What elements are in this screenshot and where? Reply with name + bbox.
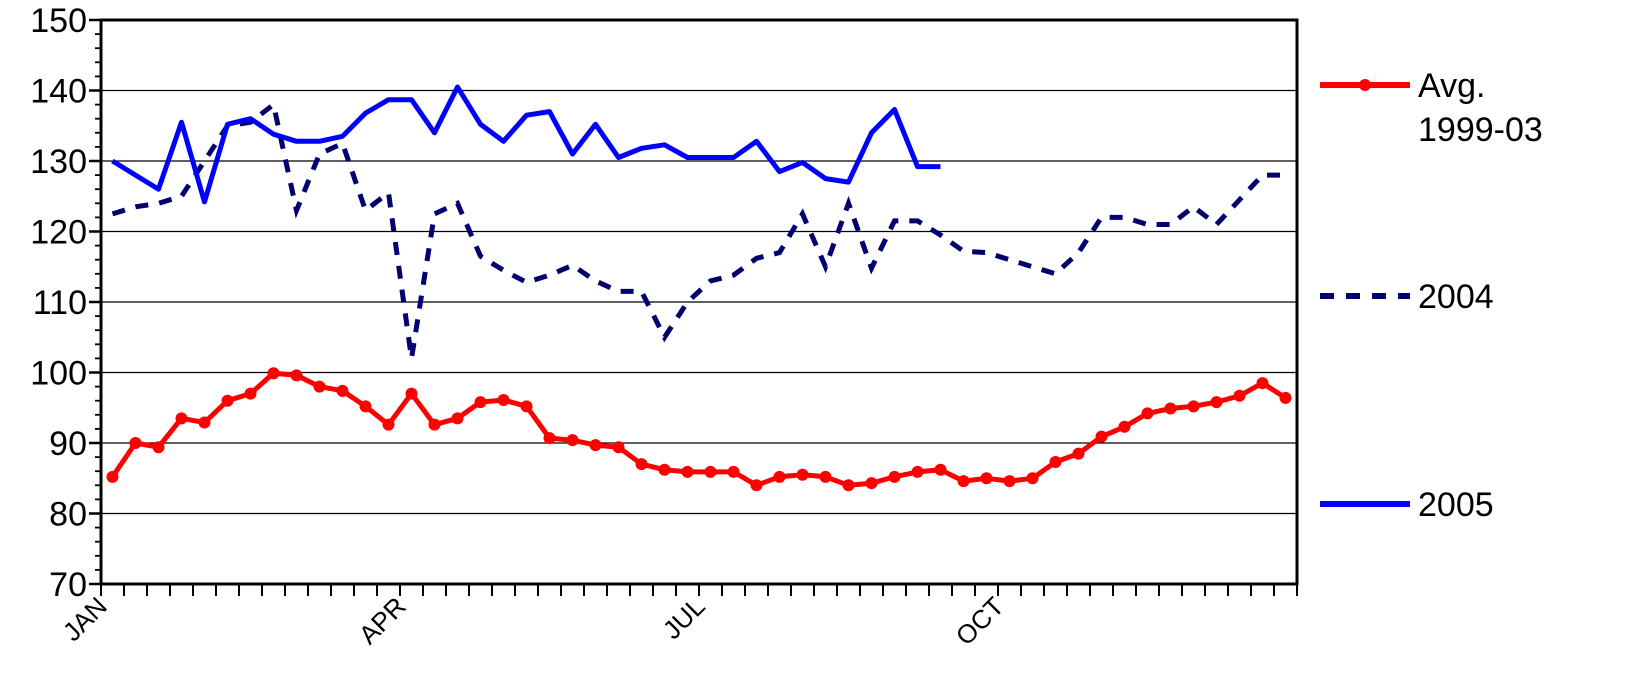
series-point-0 bbox=[1118, 420, 1131, 433]
y-tick-label: 130 bbox=[30, 143, 87, 181]
series-point-0 bbox=[865, 477, 878, 490]
y-tick-label: 140 bbox=[30, 73, 87, 111]
series-point-0 bbox=[129, 437, 142, 449]
series-point-0 bbox=[175, 412, 188, 425]
series-point-0 bbox=[221, 394, 234, 407]
series-point-0 bbox=[957, 475, 970, 488]
series-point-0 bbox=[267, 367, 280, 380]
series-point-0 bbox=[382, 418, 395, 431]
series-point-0 bbox=[244, 387, 257, 400]
series-point-0 bbox=[451, 412, 464, 425]
series-point-0 bbox=[1072, 447, 1085, 460]
series-point-0 bbox=[428, 418, 441, 431]
legend-marker-0 bbox=[1359, 79, 1371, 91]
series-point-0 bbox=[681, 465, 694, 478]
series-line-1 bbox=[111, 100, 1286, 359]
series-point-0 bbox=[888, 470, 901, 483]
legend-label-2: 2005 bbox=[1418, 486, 1494, 524]
series-point-0 bbox=[980, 472, 993, 485]
series-point-0 bbox=[106, 470, 119, 483]
series-point-0 bbox=[566, 434, 579, 447]
legend: Avg. 1999-03 2004 2005 bbox=[1320, 67, 1543, 524]
x-category-label: OCT bbox=[950, 591, 1010, 651]
legend-label-1: 2004 bbox=[1418, 278, 1494, 316]
series-point-0 bbox=[152, 441, 165, 454]
series-point-0 bbox=[635, 458, 648, 471]
series-point-0 bbox=[911, 465, 924, 478]
y-tick-label: 100 bbox=[30, 355, 87, 393]
series-point-0 bbox=[589, 439, 602, 452]
series-line-0 bbox=[110, 370, 1287, 488]
legend-label-0: 1999-03 bbox=[1418, 111, 1543, 149]
series-point-0 bbox=[727, 465, 740, 478]
series-point-0 bbox=[313, 380, 326, 393]
series-point-0 bbox=[750, 479, 763, 492]
series-point-0 bbox=[1003, 475, 1016, 488]
y-tick-label: 110 bbox=[33, 284, 87, 322]
series-point-0 bbox=[796, 468, 809, 481]
series-point-0 bbox=[198, 416, 211, 429]
series-point-0 bbox=[819, 470, 832, 483]
series-point-0 bbox=[1256, 377, 1269, 390]
y-tick-label: 80 bbox=[49, 496, 87, 534]
series-point-0 bbox=[543, 432, 556, 445]
series-point-0 bbox=[497, 393, 510, 406]
series-point-0 bbox=[1164, 402, 1177, 415]
series-point-0 bbox=[658, 463, 671, 476]
series-line-2 bbox=[111, 84, 941, 205]
series-point-0 bbox=[405, 387, 418, 400]
gridlines bbox=[101, 89, 1297, 515]
series-point-0 bbox=[359, 400, 372, 413]
series-point-0 bbox=[1141, 407, 1154, 420]
series-point-0 bbox=[520, 400, 533, 413]
series-point-0 bbox=[842, 479, 855, 492]
series-point-0 bbox=[290, 369, 303, 382]
series-point-0 bbox=[612, 441, 625, 454]
y-tick-label: 90 bbox=[49, 425, 87, 463]
series-point-0 bbox=[1187, 400, 1200, 413]
series-point-0 bbox=[1095, 430, 1108, 443]
series-point-0 bbox=[1049, 456, 1062, 469]
series-point-0 bbox=[474, 396, 487, 409]
y-tick-label: 120 bbox=[30, 214, 87, 252]
series-point-0 bbox=[934, 463, 947, 476]
series-point-0 bbox=[1233, 389, 1246, 402]
series-point-0 bbox=[336, 384, 349, 397]
series-point-0 bbox=[773, 470, 786, 483]
y-tick-label: 70 bbox=[49, 566, 87, 604]
series-point-0 bbox=[704, 465, 717, 478]
x-category-label: JUL bbox=[657, 591, 711, 645]
series-lines bbox=[106, 84, 1292, 492]
y-tick-label: 150 bbox=[30, 2, 87, 40]
series-point-0 bbox=[1210, 396, 1223, 409]
x-category-label: APR bbox=[353, 591, 412, 650]
series-point-0 bbox=[1026, 472, 1039, 485]
series-point-0 bbox=[1279, 391, 1292, 404]
legend-label-0: Avg. bbox=[1418, 67, 1485, 105]
